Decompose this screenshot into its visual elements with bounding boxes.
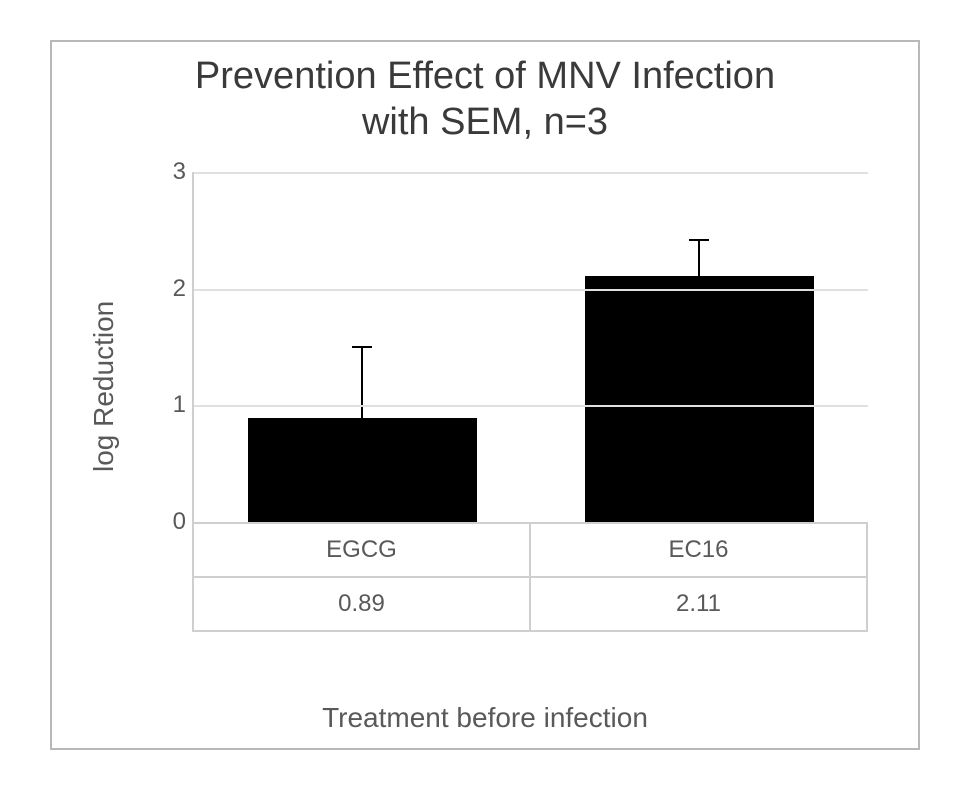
gridline <box>194 289 868 291</box>
plot-wrap: 0123 EGCGEC160.892.11 <box>132 172 888 632</box>
error-bar-cap <box>689 239 709 241</box>
chart-title-line1: Prevention Effect of MNV Infection <box>195 55 775 97</box>
chart-title: Prevention Effect of MNV Infection with … <box>52 54 918 145</box>
error-bar-cap <box>352 346 372 348</box>
table-category-cell: EGCG <box>192 524 531 578</box>
gridline <box>194 172 868 174</box>
table-row: EGCGEC16 <box>192 524 868 578</box>
table-value-cell: 2.11 <box>531 578 868 632</box>
y-tick-label: 3 <box>154 158 186 186</box>
x-axis-label: Treatment before infection <box>52 702 918 734</box>
table-row: 0.892.11 <box>192 578 868 632</box>
table-category-cell: EC16 <box>531 524 868 578</box>
chart-title-line2: with SEM, n=3 <box>362 101 608 143</box>
bars <box>194 172 868 522</box>
bar-egcg <box>248 418 477 522</box>
bar-ec16 <box>585 276 814 522</box>
chart-container: Prevention Effect of MNV Infection with … <box>50 40 920 750</box>
gridline <box>194 405 868 407</box>
table-value-cell: 0.89 <box>192 578 531 632</box>
y-tick-label: 1 <box>154 391 186 419</box>
plot-area: 0123 EGCGEC160.892.11 <box>192 172 868 632</box>
plot-grid: 0123 <box>192 172 868 524</box>
error-bar-line <box>361 348 363 418</box>
y-axis-label: log Reduction <box>88 301 120 472</box>
y-tick-label: 0 <box>154 508 186 536</box>
y-tick-label: 2 <box>154 275 186 303</box>
data-table: EGCGEC160.892.11 <box>192 524 868 632</box>
error-bar-line <box>698 241 700 276</box>
